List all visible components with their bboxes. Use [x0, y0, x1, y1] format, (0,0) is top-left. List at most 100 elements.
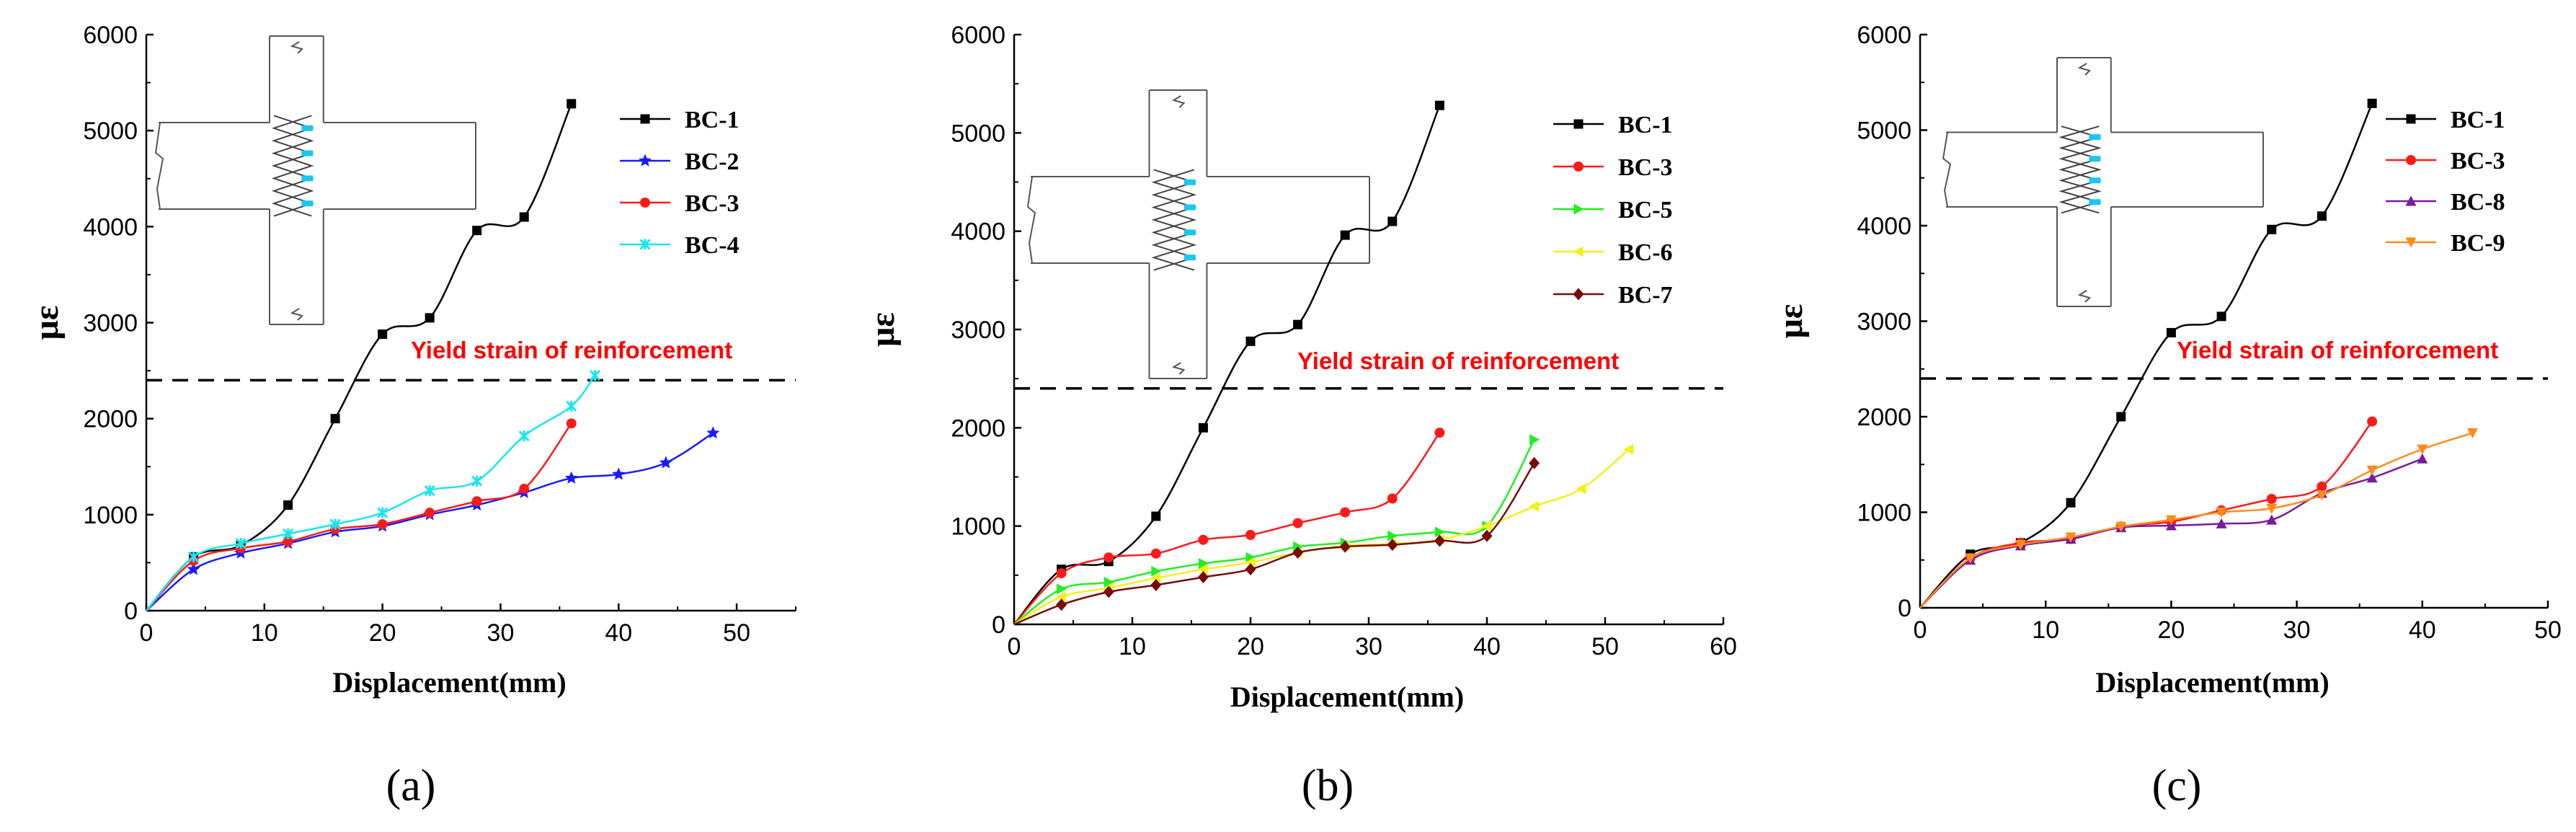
legend-label: BC-1: [1618, 112, 1673, 138]
data-point: [518, 430, 530, 442]
legend: BC-1 BC-2 BC-3 BC-4: [620, 107, 740, 259]
data-point: [330, 414, 340, 424]
x-tick-label: 40: [2409, 616, 2436, 644]
legend: BC-1 BC-3 BC-8 BC-9: [2386, 107, 2505, 257]
data-point: [1198, 557, 1209, 569]
legend-label: BC-5: [1618, 197, 1673, 224]
y-tick-label: 1000: [951, 513, 1005, 541]
x-axis-title: Displacement(mm): [1230, 681, 1464, 713]
data-point: [2165, 515, 2177, 526]
series-line: [146, 432, 714, 611]
data-point: [659, 456, 672, 469]
data-point: [1245, 336, 1256, 346]
y-tick-label: 4000: [83, 213, 138, 241]
y-tick-label: 4000: [1857, 213, 1911, 240]
legend-marker: [1573, 288, 1584, 301]
series-line: [1013, 105, 1441, 625]
legend-marker: [639, 154, 652, 167]
data-point: [566, 418, 577, 429]
x-tick-label: 50: [2534, 616, 2562, 644]
series-line: [146, 374, 596, 611]
legend-label: BC-7: [1618, 282, 1673, 309]
y-tick-label: 5000: [951, 120, 1005, 147]
x-tick-label: 30: [1355, 633, 1382, 660]
series-line: [1013, 439, 1535, 625]
legend-marker: [1573, 161, 1584, 172]
data-point: [472, 226, 482, 236]
legend-label: BC-1: [685, 107, 740, 133]
y-tick-label: 6000: [83, 22, 138, 49]
series-bc-3: [1013, 428, 1445, 625]
x-axis-title: Displacement(mm): [2095, 666, 2329, 699]
y-tick-label: 3000: [951, 317, 1005, 344]
data-point: [471, 496, 482, 507]
data-point: [1245, 563, 1256, 576]
legend-marker: [1573, 119, 1584, 129]
legend-marker: [639, 239, 651, 250]
x-tick-label: 10: [1119, 633, 1146, 660]
data-point: [2216, 311, 2226, 322]
data-point: [2266, 503, 2278, 514]
legend-item: BC-6: [1553, 239, 1673, 266]
series-bc-6: [1013, 443, 1634, 626]
data-point: [1245, 557, 1256, 568]
panel-label: (a): [386, 761, 436, 810]
data-point: [425, 313, 435, 323]
data-point: [564, 471, 578, 484]
y-tick-label: 0: [992, 611, 1005, 639]
data-point: [1151, 565, 1162, 577]
data-point: [1340, 507, 1351, 518]
x-tick-label: 50: [1591, 633, 1619, 660]
y-axis-title: με: [863, 312, 902, 347]
data-point: [1197, 564, 1208, 575]
series-bc-2: [146, 426, 720, 611]
beam-column-joint-diagram-icon: [154, 35, 476, 325]
x-tick-label: 40: [605, 619, 632, 647]
y-tick-label: 3000: [83, 310, 138, 337]
beam-column-joint-diagram-icon: [1942, 57, 2264, 307]
series-bc-5: [1013, 434, 1540, 625]
y-axis-title: με: [27, 306, 66, 340]
data-point: [2216, 518, 2227, 528]
data-point: [2367, 416, 2378, 427]
y-tick-label: 2000: [951, 415, 1005, 442]
x-tick-label: 30: [2283, 616, 2311, 644]
legend-label: BC-4: [685, 232, 740, 259]
data-point: [1576, 483, 1586, 495]
data-point: [2366, 472, 2378, 483]
series-line: [1013, 448, 1630, 626]
data-point: [2266, 514, 2278, 525]
data-point: [1434, 534, 1445, 547]
data-point: [1150, 578, 1162, 591]
data-point: [2267, 224, 2277, 234]
data-point: [1434, 428, 1445, 438]
y-tick-label: 1000: [83, 502, 138, 529]
data-point: [2015, 540, 2026, 551]
legend-item: BC-8: [2386, 189, 2505, 216]
x-tick-label: 10: [2032, 616, 2059, 644]
data-point: [424, 484, 435, 497]
data-point: [2417, 453, 2428, 464]
x-tick-label: 0: [1914, 616, 1927, 644]
series-line: [1919, 458, 2423, 608]
legend-marker: [640, 198, 650, 208]
data-point: [1057, 583, 1067, 595]
data-point: [2066, 497, 2076, 508]
series-bc-7: [1013, 456, 1540, 626]
data-point: [2317, 481, 2327, 492]
y-tick-label: 3000: [1857, 309, 1911, 336]
data-point: [2115, 521, 2127, 532]
x-tick-label: 50: [723, 619, 750, 647]
yield-strain-label: Yield strain of reinforcement: [1297, 348, 1619, 374]
chart-panel-c: 0 1000 2000 3000 4000 5000 6000 0 10 20 30 40 50 Disp…: [1772, 22, 2562, 810]
legend-item: BC-9: [2386, 230, 2505, 257]
legend-marker: [2405, 195, 2417, 206]
data-point: [2367, 98, 2377, 108]
data-point: [2266, 493, 2277, 504]
data-point: [1293, 319, 1303, 329]
data-point: [1103, 576, 1114, 588]
series-line: [1919, 432, 2473, 608]
data-point: [566, 400, 577, 412]
data-point: [187, 551, 200, 562]
data-point: [2317, 211, 2327, 221]
